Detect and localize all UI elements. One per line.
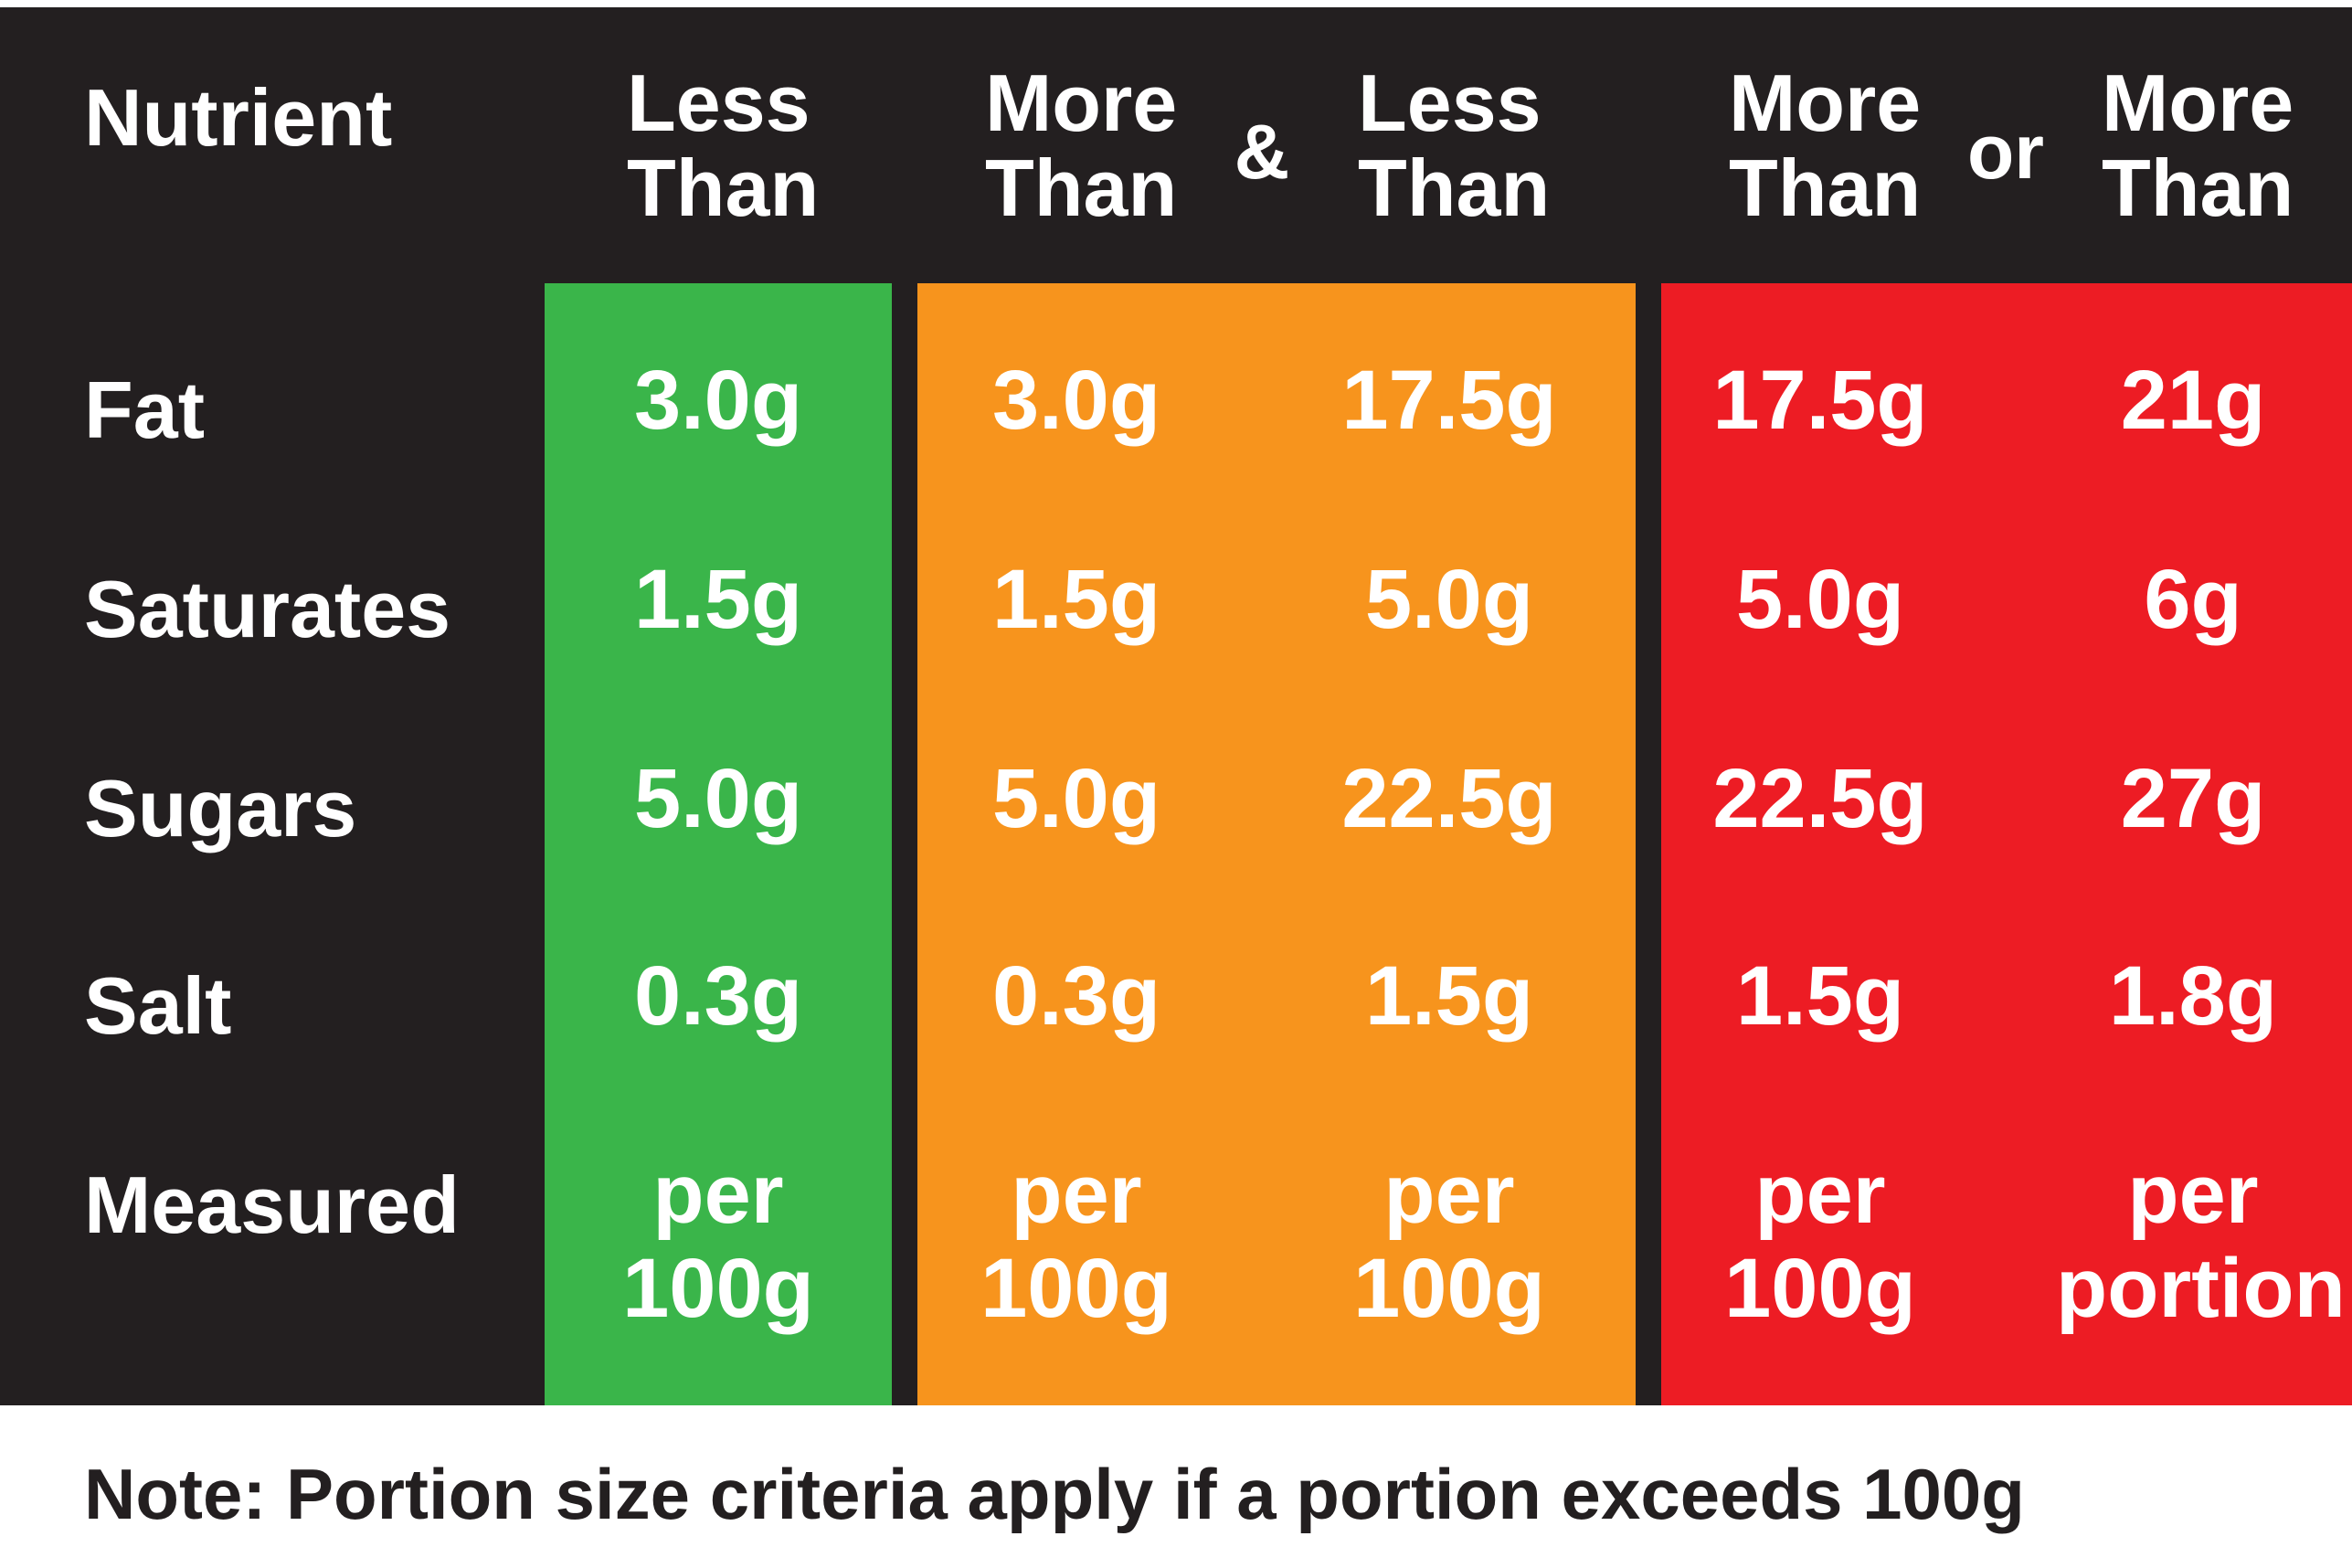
measured-line1: per: [652, 1148, 784, 1241]
header-line1: Less: [627, 58, 810, 148]
row-label-saturates: Saturates: [84, 564, 451, 654]
cell-fat-red-portion: 21g: [2120, 354, 2266, 447]
measured-line2: 100g: [1724, 1242, 1916, 1336]
header-line1: Less: [1358, 58, 1542, 148]
cell-measured-red-100g: per 100g: [1683, 1148, 1957, 1336]
cell-measured-amber-low: per 100g: [939, 1148, 1213, 1336]
footnote: Note: Portion size criteria apply if a p…: [84, 1454, 2025, 1534]
header-col-amber-high: Less Than: [1358, 58, 1551, 234]
header-line2: Than: [1358, 143, 1551, 234]
header-line2: Than: [627, 143, 820, 234]
cell-saturates-red-portion: 6g: [2144, 553, 2242, 646]
header-col-red-100g: More Than: [1729, 58, 1922, 234]
measured-line1: per: [1011, 1148, 1142, 1241]
measured-line1: per: [1754, 1148, 1886, 1241]
cell-saturates-amber-low: 1.5g: [991, 553, 1161, 646]
measured-line1: per: [1383, 1148, 1515, 1241]
cell-salt-amber-low: 0.3g: [991, 949, 1161, 1043]
measured-line2: 100g: [980, 1242, 1172, 1336]
header-connector-and: &: [1234, 109, 1290, 195]
cell-sugars-red-100g: 22.5g: [1712, 752, 1928, 845]
header-line1: More: [2102, 58, 2294, 148]
cell-sugars-amber-low: 5.0g: [991, 752, 1161, 845]
header-col-green: Less Than: [627, 58, 820, 234]
cell-saturates-green: 1.5g: [633, 553, 803, 646]
row-label-measured: Measured: [84, 1160, 460, 1250]
cell-measured-green: per 100g: [581, 1148, 855, 1336]
measured-line2: 100g: [622, 1242, 814, 1336]
cell-salt-red-portion: 1.8g: [2108, 949, 2278, 1043]
cell-fat-amber-high: 17.5g: [1341, 354, 1557, 447]
row-label-salt: Salt: [84, 960, 232, 1051]
header-line2: Than: [2102, 143, 2294, 234]
cell-fat-green: 3.0g: [633, 354, 803, 447]
cell-saturates-amber-high: 5.0g: [1364, 553, 1534, 646]
row-label-fat: Fat: [84, 365, 205, 455]
header-col-red-portion: More Than: [2102, 58, 2294, 234]
amber-band: [917, 283, 1636, 1405]
cell-salt-red-100g: 1.5g: [1735, 949, 1905, 1043]
row-label-sugars: Sugars: [84, 763, 357, 853]
header-line2: Than: [985, 143, 1178, 234]
cell-measured-amber-high: per 100g: [1312, 1148, 1586, 1336]
cell-saturates-red-100g: 5.0g: [1735, 553, 1905, 646]
cell-salt-amber-high: 1.5g: [1364, 949, 1534, 1043]
cell-sugars-green: 5.0g: [633, 752, 803, 845]
cell-fat-amber-low: 3.0g: [991, 354, 1161, 447]
green-band: [545, 283, 892, 1405]
measured-line1: per: [2127, 1148, 2259, 1241]
header-line1: More: [1729, 58, 1922, 148]
red-band: [1661, 283, 2352, 1405]
header-nutrient: Nutrient: [84, 72, 393, 163]
header-line2: Than: [1729, 143, 1922, 234]
header-col-amber-low: More Than: [985, 58, 1178, 234]
cell-salt-green: 0.3g: [633, 949, 803, 1043]
header-line1: More: [985, 58, 1178, 148]
measured-line2: 100g: [1353, 1242, 1545, 1336]
measured-line2: portion: [2056, 1242, 2346, 1336]
cell-sugars-amber-high: 22.5g: [1341, 752, 1557, 845]
cell-fat-red-100g: 17.5g: [1712, 354, 1928, 447]
cell-measured-red-portion: per portion: [2056, 1148, 2346, 1336]
cell-sugars-red-portion: 27g: [2120, 752, 2266, 845]
header-connector-or: or: [1967, 109, 2044, 195]
